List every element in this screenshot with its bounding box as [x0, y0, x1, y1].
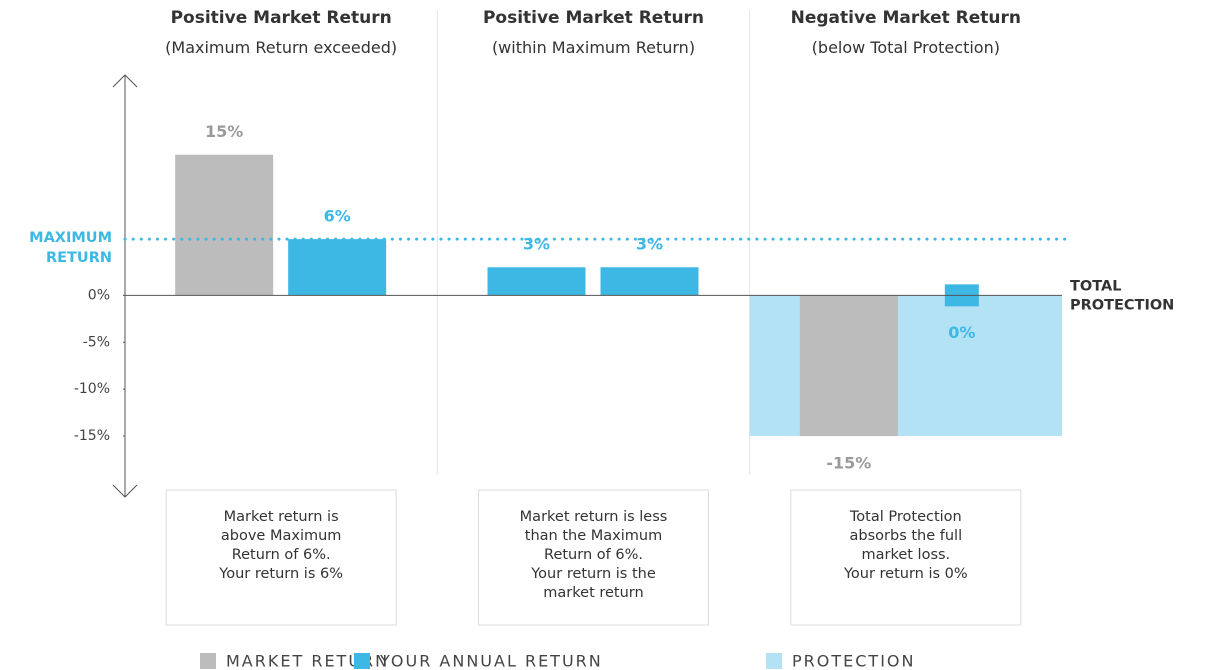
protection-area — [749, 295, 1062, 437]
note-line: Market return is — [223, 509, 339, 525]
bar — [175, 154, 274, 296]
bar — [487, 267, 586, 296]
group-subtitle: (Maximum Return exceeded) — [165, 38, 398, 57]
group-title: Positive Market Return — [482, 8, 705, 28]
group-subtitle: (below Total Protection) — [811, 38, 1000, 57]
legend-label: PROTECTION — [792, 652, 915, 670]
note-line: Your return is 6% — [219, 566, 343, 582]
y-tick-label: 0% — [88, 287, 110, 303]
note-line: Market return is less — [519, 509, 668, 525]
note-line: Return of 6%. — [231, 547, 331, 563]
note-line: Your return is the — [531, 566, 656, 582]
value-label: 15% — [205, 122, 243, 141]
legend-swatch — [354, 653, 370, 669]
note-line: absorbs the full — [849, 528, 963, 544]
value-label: 3% — [636, 235, 663, 254]
max-return-label: MAXIMUM — [29, 230, 112, 246]
group-title: Negative Market Return — [790, 8, 1022, 28]
bar — [799, 295, 898, 437]
max-return-label: RETURN — [46, 250, 112, 266]
axis-arrow — [112, 484, 138, 498]
note-line: Total Protection — [849, 509, 962, 525]
note-box — [165, 489, 397, 626]
legend-label: YOUR ANNUAL RETURN — [379, 652, 603, 670]
note-box — [478, 489, 709, 626]
legend-label: MARKET RETURN — [226, 652, 389, 670]
value-label: 0% — [948, 323, 975, 342]
note-line: market loss. — [861, 547, 951, 563]
note-line: above Maximum — [220, 528, 342, 544]
bar — [600, 267, 699, 296]
y-tick-label: -10% — [74, 381, 110, 397]
note-box — [790, 489, 1022, 626]
group-title: Positive Market Return — [170, 8, 392, 28]
bar — [288, 239, 387, 296]
axis-arrow — [112, 74, 138, 88]
legend-swatch — [766, 653, 782, 669]
total-protection-label: PROTECTION — [1070, 297, 1174, 313]
group-subtitle: (within Maximum Return) — [491, 38, 696, 57]
note-line: Return of 6%. — [544, 547, 643, 563]
y-tick-label: -5% — [83, 334, 110, 350]
total-protection-label: TOTAL — [1070, 278, 1121, 294]
value-label: -15% — [826, 454, 871, 473]
note-line: market return — [543, 585, 644, 601]
note-line: Your return is 0% — [843, 566, 968, 582]
value-label: 3% — [523, 235, 550, 254]
note-line: than the Maximum — [524, 528, 663, 544]
y-tick-label: -15% — [74, 428, 110, 444]
legend-swatch — [200, 653, 216, 669]
value-label: 6% — [324, 207, 351, 226]
